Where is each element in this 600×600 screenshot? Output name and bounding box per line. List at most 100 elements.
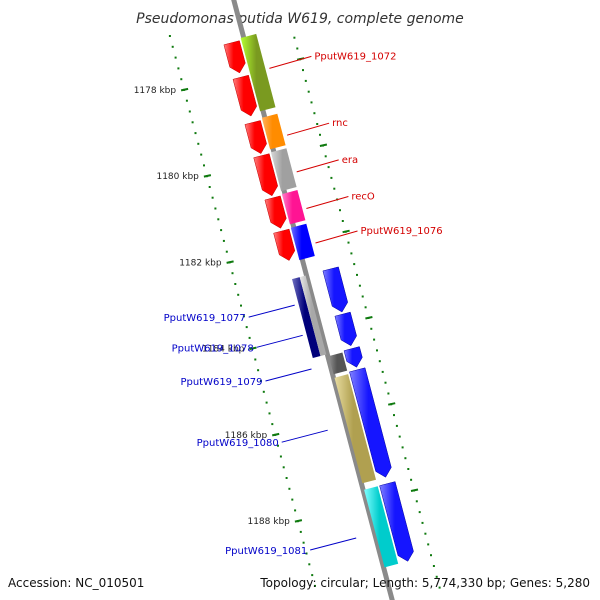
right-scale-dot <box>364 306 367 309</box>
left-scale-dot <box>188 110 191 113</box>
left-scale-dot <box>257 369 260 372</box>
left-scale-dot <box>285 477 288 479</box>
label-connector <box>296 159 339 173</box>
right-scale-dot <box>395 424 398 427</box>
left-scale-dot <box>217 218 220 221</box>
right-scale-dot <box>319 133 321 136</box>
label-connector <box>256 334 303 348</box>
left-scale-dot <box>168 35 171 37</box>
tick-mark <box>249 346 257 351</box>
right-scale-dot <box>401 446 404 449</box>
right-scale-dot <box>384 381 387 384</box>
left-scale-dot <box>211 196 214 199</box>
map-title: Pseudomonas putida W619, complete genome <box>136 11 464 27</box>
right-scale-dot <box>293 36 296 39</box>
gene-label-PputW619_1080: PputW619_1080 <box>197 438 279 449</box>
left-scale-dot <box>220 229 223 232</box>
right-scale-dot <box>438 586 441 589</box>
left-scale-dot <box>171 45 174 48</box>
right-scale-dot <box>387 392 390 395</box>
gene-arrow-reverse <box>334 311 357 347</box>
feature-block-PputW619_1079 <box>328 352 348 375</box>
left-scale-dot <box>314 584 316 587</box>
left-scale-dot <box>277 444 279 447</box>
left-scale-dot <box>282 466 285 469</box>
left-scale-dot <box>279 455 282 458</box>
feature-block-recO <box>281 190 306 225</box>
tick-mark <box>180 87 189 92</box>
right-scale-dot <box>330 176 333 179</box>
feature-block-PputW619_1076 <box>290 223 315 261</box>
gene-label-PputW619_1072: PputW619_1072 <box>314 51 396 62</box>
right-scale-dot <box>339 209 341 212</box>
right-scale-dot <box>356 273 358 276</box>
left-scale-dot <box>237 293 240 296</box>
left-scale-dot <box>194 132 197 135</box>
right-scale-dot <box>378 360 381 363</box>
right-scale-dot <box>404 457 407 460</box>
right-scale-dot <box>347 241 350 244</box>
right-scale-dot <box>370 327 373 330</box>
right-scale-dot <box>435 575 438 578</box>
tick-mark <box>203 174 212 178</box>
right-scale-dot <box>410 478 413 481</box>
gene-label-era: era <box>342 155 358 166</box>
tick-mark <box>226 260 234 264</box>
gene-label-PputW619_1076: PputW619_1076 <box>361 226 443 237</box>
left-scale-dot <box>231 272 234 275</box>
right-scale-dot <box>324 155 327 158</box>
right-scale-dot <box>361 295 364 298</box>
left-scale-dot <box>180 78 183 81</box>
right-scale-dot <box>316 123 319 125</box>
label-connector <box>265 368 312 382</box>
left-scale-dot <box>299 530 302 533</box>
right-scale-dot <box>432 565 435 567</box>
tick-mark <box>294 519 303 523</box>
tick-mark-right <box>365 316 373 320</box>
feature-block-PputW619_1081 <box>364 486 399 568</box>
left-scale-dot <box>265 401 268 404</box>
left-scale-dot <box>191 121 194 124</box>
tick-mark-right <box>410 488 419 492</box>
left-scale-dot <box>240 304 242 307</box>
tick-label: 1186 kbp <box>225 431 268 441</box>
left-scale-dot <box>262 390 265 393</box>
left-scale-dot <box>203 164 205 167</box>
tick-label: 1178 kbp <box>134 86 177 96</box>
gene-arrow-forward <box>223 40 246 74</box>
genes <box>223 40 414 562</box>
tick-mark <box>271 432 280 437</box>
left-scale-dot <box>200 153 203 156</box>
right-scale-dot <box>296 47 299 50</box>
feature-block-era <box>270 148 297 192</box>
gene-label-PputW619_1077: PputW619_1077 <box>164 313 246 324</box>
left-scale-dot <box>197 142 200 145</box>
right-scale-dot <box>381 370 384 373</box>
right-scale-dot <box>353 263 356 266</box>
scale-ticks: 1178 kbp 1180 kbp 1182 kbp 1184 kbp 1186 kbp… <box>134 57 419 527</box>
right-scale-dot <box>430 554 432 557</box>
genome-stats-text: Topology: circular; Length: 5,774,330 bp… <box>260 576 590 590</box>
right-scale-dot <box>307 90 310 93</box>
left-scale-dot <box>288 487 291 490</box>
right-scale-dot <box>407 468 410 470</box>
label-connector <box>306 196 349 209</box>
left-scale-dot <box>234 283 237 285</box>
gene-label-rnc: rnc <box>332 118 348 129</box>
feature-block-rnc <box>261 113 286 150</box>
accession-text: Accession: NC_010501 <box>8 576 145 590</box>
right-scale-dot <box>398 435 401 438</box>
gene-label-PputW619_1078: PputW619_1078 <box>172 343 254 354</box>
right-scale-dot <box>304 79 307 82</box>
right-scale-dot <box>358 284 361 287</box>
left-scale-dot <box>311 574 314 577</box>
left-scale-dot <box>242 315 245 318</box>
left-scale-dot <box>208 186 211 188</box>
right-scale-dot <box>427 543 430 546</box>
left-scale-dot <box>174 56 177 59</box>
right-scale-dot <box>302 69 304 72</box>
right-scale-dot <box>393 414 395 417</box>
gene-label-PputW619_1079: PputW619_1079 <box>180 377 262 388</box>
left-scale-dot <box>308 563 311 566</box>
